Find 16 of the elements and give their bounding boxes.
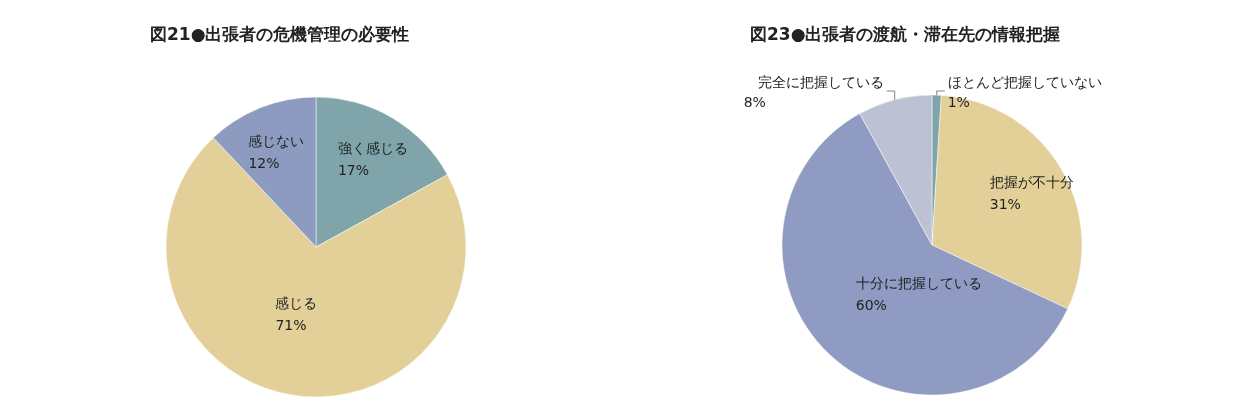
data-label: 8% <box>743 94 766 110</box>
slice-label: 感じる <box>275 294 318 311</box>
chart-title: 図21●出張者の危機管理の必要性 <box>150 24 410 44</box>
slice-label: ほとんど把握していない <box>947 74 1102 90</box>
slice-label: 強く感じる <box>337 140 408 157</box>
data-label: 1% <box>947 94 970 110</box>
slice-label: 完全に把握している <box>757 74 884 90</box>
slice-label: 把握が不十分 <box>989 174 1074 191</box>
slice-label: 感じない <box>248 133 305 150</box>
data-label: 17% <box>337 162 370 179</box>
data-label: 31% <box>989 196 1021 213</box>
chart-title: 図23●出張者の渡航・滞在先の情報把握 <box>750 24 1061 44</box>
data-label: 60% <box>855 297 887 314</box>
slice-label: 十分に把握している <box>855 275 982 292</box>
data-label: 71% <box>275 316 307 333</box>
data-label: 12% <box>248 155 280 172</box>
